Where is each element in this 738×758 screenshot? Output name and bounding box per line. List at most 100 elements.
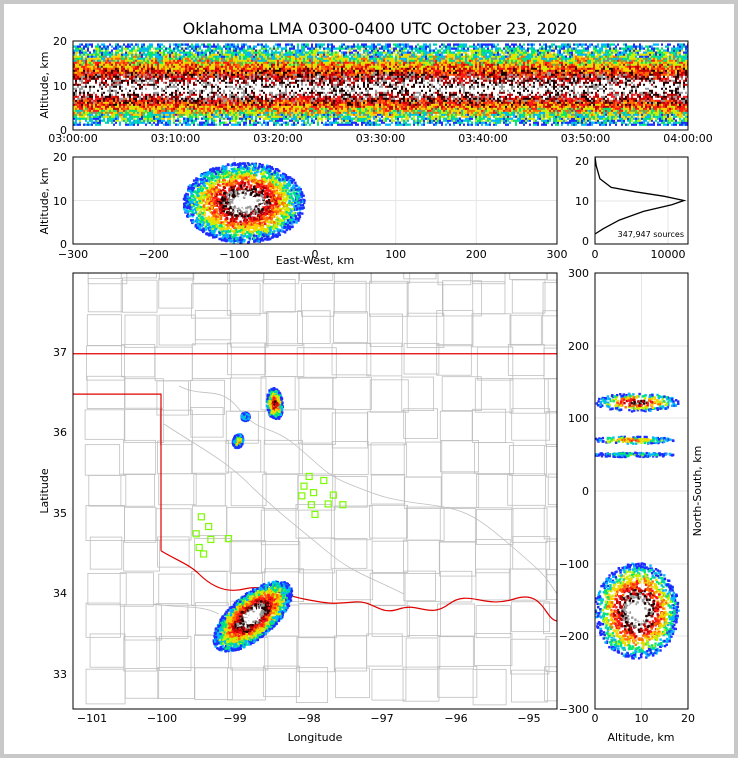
- density-cell: [233, 99, 235, 102]
- density-cell: [317, 95, 319, 98]
- density-cell: [293, 97, 295, 100]
- density-cell: [315, 43, 317, 46]
- density-cell: [275, 89, 277, 92]
- density-cell: [299, 107, 301, 110]
- density-cell: [155, 63, 157, 66]
- density-cell: [317, 63, 319, 66]
- density-cell: [113, 109, 115, 112]
- density-cell: [141, 107, 143, 110]
- density-cell: [147, 49, 149, 52]
- density-cell: [167, 121, 169, 124]
- density-cell: [159, 115, 161, 118]
- density-cell: [75, 83, 77, 86]
- density-cell: [111, 99, 113, 102]
- density-cell: [125, 85, 127, 88]
- density-cell: [79, 97, 81, 100]
- density-cell: [179, 75, 181, 78]
- density-cell: [131, 65, 133, 68]
- density-cell: [153, 81, 155, 84]
- density-cell: [87, 55, 89, 58]
- figure-canvas: Oklahoma LMA 0300-0400 UTC October 23, 2…: [38, 19, 713, 744]
- density-cell: [227, 65, 229, 68]
- density-cell: [177, 75, 179, 78]
- density-cell: [311, 51, 313, 54]
- density-cell: [119, 91, 121, 94]
- density-cell: [73, 61, 75, 64]
- density-cell: [161, 69, 163, 72]
- density-cell: [319, 109, 321, 112]
- density-cell: [173, 67, 175, 70]
- density-cell: [73, 77, 75, 80]
- density-cell: [161, 75, 163, 78]
- density-cell: [219, 71, 221, 74]
- density-cell: [241, 107, 243, 110]
- density-cell: [149, 49, 151, 52]
- density-cell: [261, 65, 263, 68]
- density-cell: [127, 57, 129, 60]
- density-cell: [325, 55, 327, 58]
- density-cell: [241, 111, 243, 114]
- density-cell: [113, 93, 115, 96]
- density-cell: [299, 69, 301, 72]
- density-cell: [151, 111, 153, 114]
- density-cell: [175, 97, 177, 100]
- density-cell: [277, 115, 279, 118]
- density-cell: [127, 109, 129, 112]
- density-cell: [227, 103, 229, 106]
- density-cell: [151, 109, 153, 112]
- density-cell: [129, 71, 131, 74]
- density-cell: [213, 111, 215, 114]
- density-cell: [285, 107, 287, 110]
- density-cell: [275, 53, 277, 56]
- density-cell: [127, 119, 129, 122]
- density-cell: [323, 107, 325, 110]
- density-cell: [155, 95, 157, 98]
- density-cell: [85, 111, 87, 114]
- density-cell: [219, 83, 221, 86]
- density-cell: [309, 51, 311, 54]
- density-cell: [241, 79, 243, 82]
- density-cell: [159, 43, 161, 46]
- density-cell: [273, 73, 275, 76]
- density-cell: [189, 49, 191, 52]
- density-cell: [291, 79, 293, 82]
- density-cell: [123, 61, 125, 64]
- density-cell: [265, 91, 267, 94]
- density-cell: [311, 103, 313, 106]
- density-cell: [161, 113, 163, 116]
- density-cell: [235, 89, 237, 92]
- density-cell: [131, 81, 133, 84]
- density-cell: [253, 105, 255, 108]
- density-cell: [327, 101, 329, 104]
- density-cell: [217, 83, 219, 86]
- density-cell: [95, 103, 97, 106]
- density-cell: [155, 103, 157, 106]
- density-cell: [263, 49, 265, 52]
- density-cell: [185, 95, 187, 98]
- density-cell: [221, 101, 223, 104]
- density-cell: [289, 59, 291, 62]
- density-cell: [143, 107, 145, 110]
- density-cell: [115, 111, 117, 114]
- density-cell: [267, 97, 269, 100]
- density-cell: [331, 59, 333, 62]
- density-cell: [251, 109, 253, 112]
- density-cell: [297, 99, 299, 102]
- density-cell: [249, 53, 251, 56]
- density-cell: [213, 71, 215, 74]
- density-cell: [213, 69, 215, 72]
- density-cell: [291, 61, 293, 64]
- density-cell: [153, 47, 155, 50]
- density-cell: [191, 43, 193, 46]
- density-cell: [209, 75, 211, 78]
- density-cell: [245, 49, 247, 52]
- density-cell: [113, 83, 115, 86]
- density-cell: [327, 55, 329, 58]
- density-cell: [311, 77, 313, 80]
- density-cell: [235, 115, 237, 118]
- density-cell: [247, 103, 249, 106]
- density-cell: [105, 51, 107, 54]
- density-cell: [255, 73, 257, 76]
- density-cell: [233, 45, 235, 48]
